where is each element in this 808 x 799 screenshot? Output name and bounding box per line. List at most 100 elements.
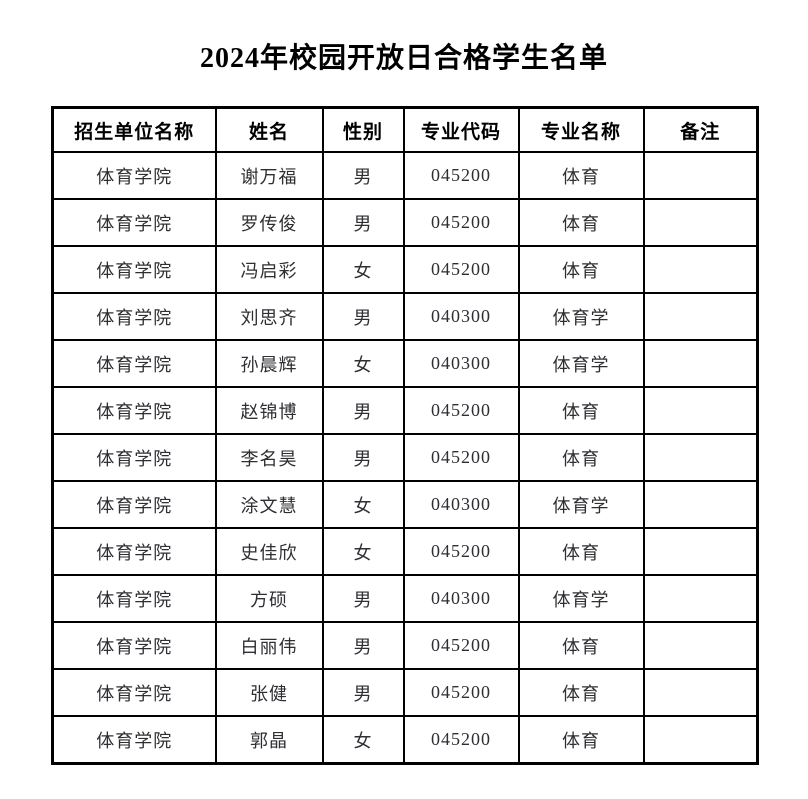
- cell-name: 涂文慧: [214, 480, 324, 529]
- cell-remark: [642, 386, 759, 435]
- cell-remark: [642, 433, 759, 482]
- cell-name: 郭晶: [214, 715, 324, 765]
- cell-major-code: 040300: [402, 292, 520, 341]
- cell-major-code: 040300: [402, 339, 520, 388]
- cell-remark: [642, 574, 759, 623]
- table-row: 体育学院 谢万福男 045200 体育: [51, 151, 759, 200]
- cell-major-name: 体育: [517, 668, 645, 717]
- cell-gender: 男: [321, 386, 405, 435]
- col-header-remark: 备注: [642, 106, 759, 153]
- cell-gender: 男: [321, 433, 405, 482]
- cell-major-name: 体育学: [517, 339, 645, 388]
- cell-unit: 体育学院: [51, 151, 217, 200]
- cell-name: 赵锦博: [214, 386, 324, 435]
- table-row: 体育学院 罗传俊男 045200 体育: [51, 198, 759, 247]
- cell-name: 刘思齐: [214, 292, 324, 341]
- table-row: 体育学院 张健男 045200 体育: [51, 668, 759, 717]
- cell-major-name: 体育: [517, 151, 645, 200]
- table-row: 体育学院 冯启彩女 045200 体育: [51, 245, 759, 294]
- cell-gender: 男: [321, 621, 405, 670]
- cell-remark: [642, 715, 759, 765]
- cell-major-name: 体育: [517, 527, 645, 576]
- cell-gender: 女: [321, 339, 405, 388]
- cell-major-name: 体育学: [517, 574, 645, 623]
- cell-major-code: 045200: [402, 386, 520, 435]
- cell-gender: 女: [321, 245, 405, 294]
- cell-gender: 女: [321, 715, 405, 765]
- cell-unit: 体育学院: [51, 480, 217, 529]
- cell-major-code: 045200: [402, 198, 520, 247]
- cell-major-name: 体育学: [517, 480, 645, 529]
- cell-major-code: 045200: [402, 527, 520, 576]
- cell-major-code: 045200: [402, 668, 520, 717]
- cell-gender: 男: [321, 198, 405, 247]
- table-row: 体育学院 赵锦博男 045200 体育: [51, 386, 759, 435]
- cell-name: 张健: [214, 668, 324, 717]
- cell-gender: 男: [321, 668, 405, 717]
- cell-gender: 男: [321, 292, 405, 341]
- header-row: 招生单位名称 姓名 性别 专业代码 专业名称 备注: [51, 106, 759, 153]
- cell-major-code: 045200: [402, 151, 520, 200]
- cell-name: 罗传俊: [214, 198, 324, 247]
- cell-remark: [642, 245, 759, 294]
- table-row: 体育学院 李名昊男 045200 体育: [51, 433, 759, 482]
- cell-unit: 体育学院: [51, 574, 217, 623]
- cell-unit: 体育学院: [51, 339, 217, 388]
- cell-major-code: 040300: [402, 574, 520, 623]
- cell-remark: [642, 339, 759, 388]
- cell-major-code: 045200: [402, 715, 520, 765]
- cell-major-name: 体育: [517, 715, 645, 765]
- table-header: 招生单位名称 姓名 性别 专业代码 专业名称 备注: [51, 106, 759, 153]
- cell-unit: 体育学院: [51, 292, 217, 341]
- col-header-major-code: 专业代码: [402, 106, 520, 153]
- col-header-gender: 性别: [321, 106, 405, 153]
- cell-gender: 女: [321, 480, 405, 529]
- cell-major-name: 体育: [517, 621, 645, 670]
- col-header-major-name: 专业名称: [517, 106, 645, 153]
- cell-major-name: 体育: [517, 386, 645, 435]
- cell-gender: 男: [321, 574, 405, 623]
- table-row: 体育学院 涂文慧女 040300 体育学: [51, 480, 759, 529]
- cell-name: 谢万福: [214, 151, 324, 200]
- cell-major-name: 体育学: [517, 292, 645, 341]
- cell-major-name: 体育: [517, 433, 645, 482]
- cell-name: 李名昊: [214, 433, 324, 482]
- cell-remark: [642, 151, 759, 200]
- cell-gender: 男: [321, 151, 405, 200]
- cell-major-code: 045200: [402, 245, 520, 294]
- col-header-unit: 招生单位名称: [51, 106, 217, 153]
- cell-unit: 体育学院: [51, 386, 217, 435]
- cell-major-code: 040300: [402, 480, 520, 529]
- cell-name: 冯启彩: [214, 245, 324, 294]
- cell-unit: 体育学院: [51, 527, 217, 576]
- cell-name: 史佳欣: [214, 527, 324, 576]
- cell-unit: 体育学院: [51, 433, 217, 482]
- cell-unit: 体育学院: [51, 245, 217, 294]
- cell-unit: 体育学院: [51, 668, 217, 717]
- col-header-name: 姓名: [214, 106, 324, 153]
- cell-name: 方硕: [214, 574, 324, 623]
- cell-remark: [642, 668, 759, 717]
- table-row: 体育学院 白丽伟男 045200 体育: [51, 621, 759, 670]
- cell-major-code: 045200: [402, 433, 520, 482]
- cell-remark: [642, 480, 759, 529]
- cell-unit: 体育学院: [51, 715, 217, 765]
- cell-remark: [642, 198, 759, 247]
- cell-name: 孙晨辉: [214, 339, 324, 388]
- table-row: 体育学院 刘思齐男 040300 体育学: [51, 292, 759, 341]
- table-body: 体育学院 谢万福男 045200 体育 体育学院 罗传俊男 045200 体育 体育学院 冯启彩女…: [51, 151, 759, 765]
- table-row: 体育学院 郭晶女 045200 体育: [51, 715, 759, 765]
- cell-major-name: 体育: [517, 198, 645, 247]
- students-table: 招生单位名称 姓名 性别 专业代码 专业名称 备注 体育学院 谢万福男 045200…: [51, 106, 759, 765]
- cell-name: 白丽伟: [214, 621, 324, 670]
- cell-major-name: 体育: [517, 245, 645, 294]
- cell-remark: [642, 292, 759, 341]
- cell-major-code: 045200: [402, 621, 520, 670]
- page-title: 2024年校园开放日合格学生名单: [199, 43, 608, 74]
- cell-unit: 体育学院: [51, 621, 217, 670]
- table-row: 体育学院 史佳欣女 045200 体育: [51, 527, 759, 576]
- cell-unit: 体育学院: [51, 198, 217, 247]
- cell-gender: 女: [321, 527, 405, 576]
- table-row: 体育学院 方硕男 040300 体育学: [51, 574, 759, 623]
